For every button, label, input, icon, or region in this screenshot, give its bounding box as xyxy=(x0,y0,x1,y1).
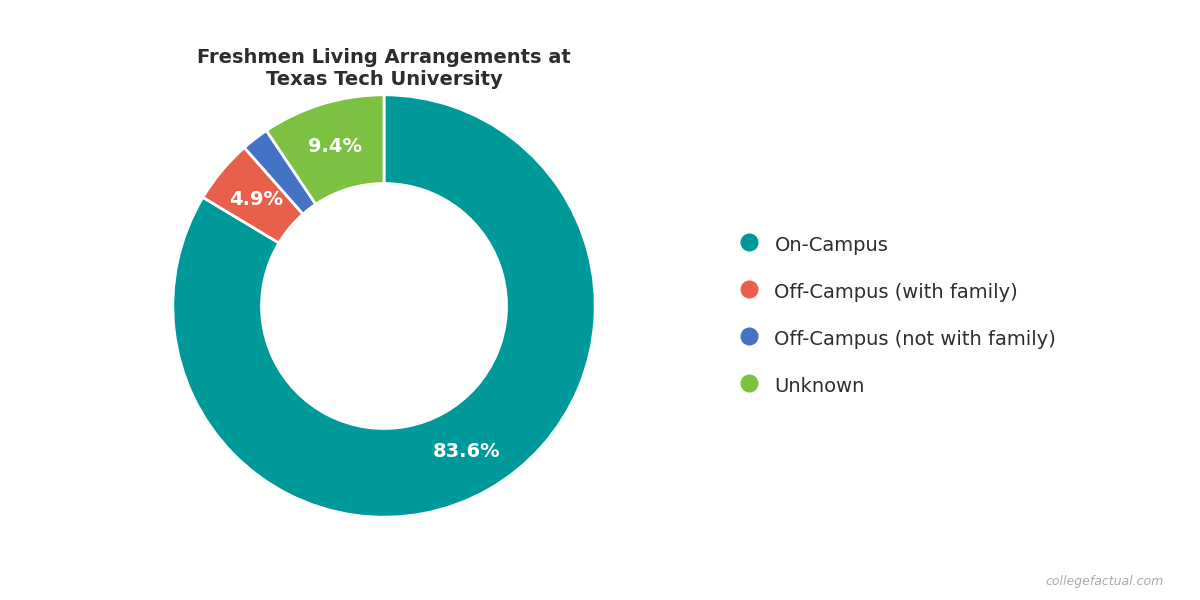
Text: Freshmen Living Arrangements at
Texas Tech University: Freshmen Living Arrangements at Texas Te… xyxy=(197,48,571,89)
Wedge shape xyxy=(245,131,316,214)
Legend: On-Campus, Off-Campus (with family), Off-Campus (not with family), Unknown: On-Campus, Off-Campus (with family), Off… xyxy=(730,223,1066,407)
Text: 83.6%: 83.6% xyxy=(432,442,500,461)
Text: 4.9%: 4.9% xyxy=(229,190,283,209)
Wedge shape xyxy=(266,95,384,204)
Wedge shape xyxy=(173,95,595,517)
Wedge shape xyxy=(203,148,302,243)
Text: collegefactual.com: collegefactual.com xyxy=(1045,575,1164,588)
Text: 9.4%: 9.4% xyxy=(308,137,362,156)
